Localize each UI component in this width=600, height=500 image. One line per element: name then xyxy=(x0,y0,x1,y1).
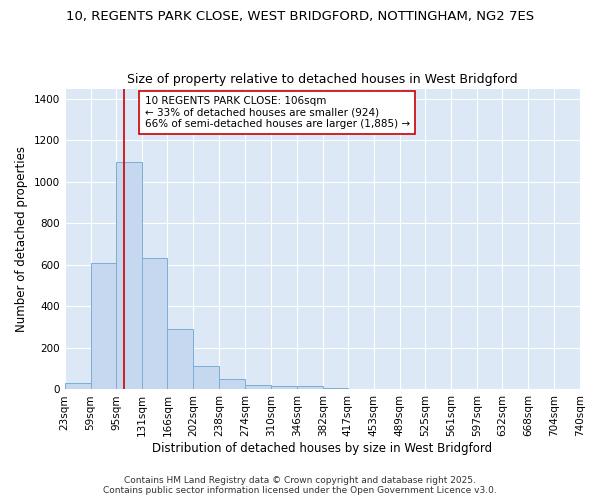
Text: 10, REGENTS PARK CLOSE, WEST BRIDGFORD, NOTTINGHAM, NG2 7ES: 10, REGENTS PARK CLOSE, WEST BRIDGFORD, … xyxy=(66,10,534,23)
Title: Size of property relative to detached houses in West Bridgford: Size of property relative to detached ho… xyxy=(127,73,518,86)
Bar xyxy=(271,386,297,390)
Bar xyxy=(167,330,193,390)
Text: Contains HM Land Registry data © Crown copyright and database right 2025.
Contai: Contains HM Land Registry data © Crown c… xyxy=(103,476,497,495)
Y-axis label: Number of detached properties: Number of detached properties xyxy=(15,146,28,332)
Bar xyxy=(323,388,348,390)
X-axis label: Distribution of detached houses by size in West Bridgford: Distribution of detached houses by size … xyxy=(152,442,493,455)
Text: 10 REGENTS PARK CLOSE: 106sqm
← 33% of detached houses are smaller (924)
66% of : 10 REGENTS PARK CLOSE: 106sqm ← 33% of d… xyxy=(145,96,410,130)
Bar xyxy=(116,162,142,390)
Bar xyxy=(142,258,167,390)
Bar xyxy=(193,366,219,390)
Bar xyxy=(91,263,116,390)
Bar xyxy=(65,383,91,390)
Bar xyxy=(297,386,323,390)
Bar xyxy=(219,380,245,390)
Bar xyxy=(245,385,271,390)
